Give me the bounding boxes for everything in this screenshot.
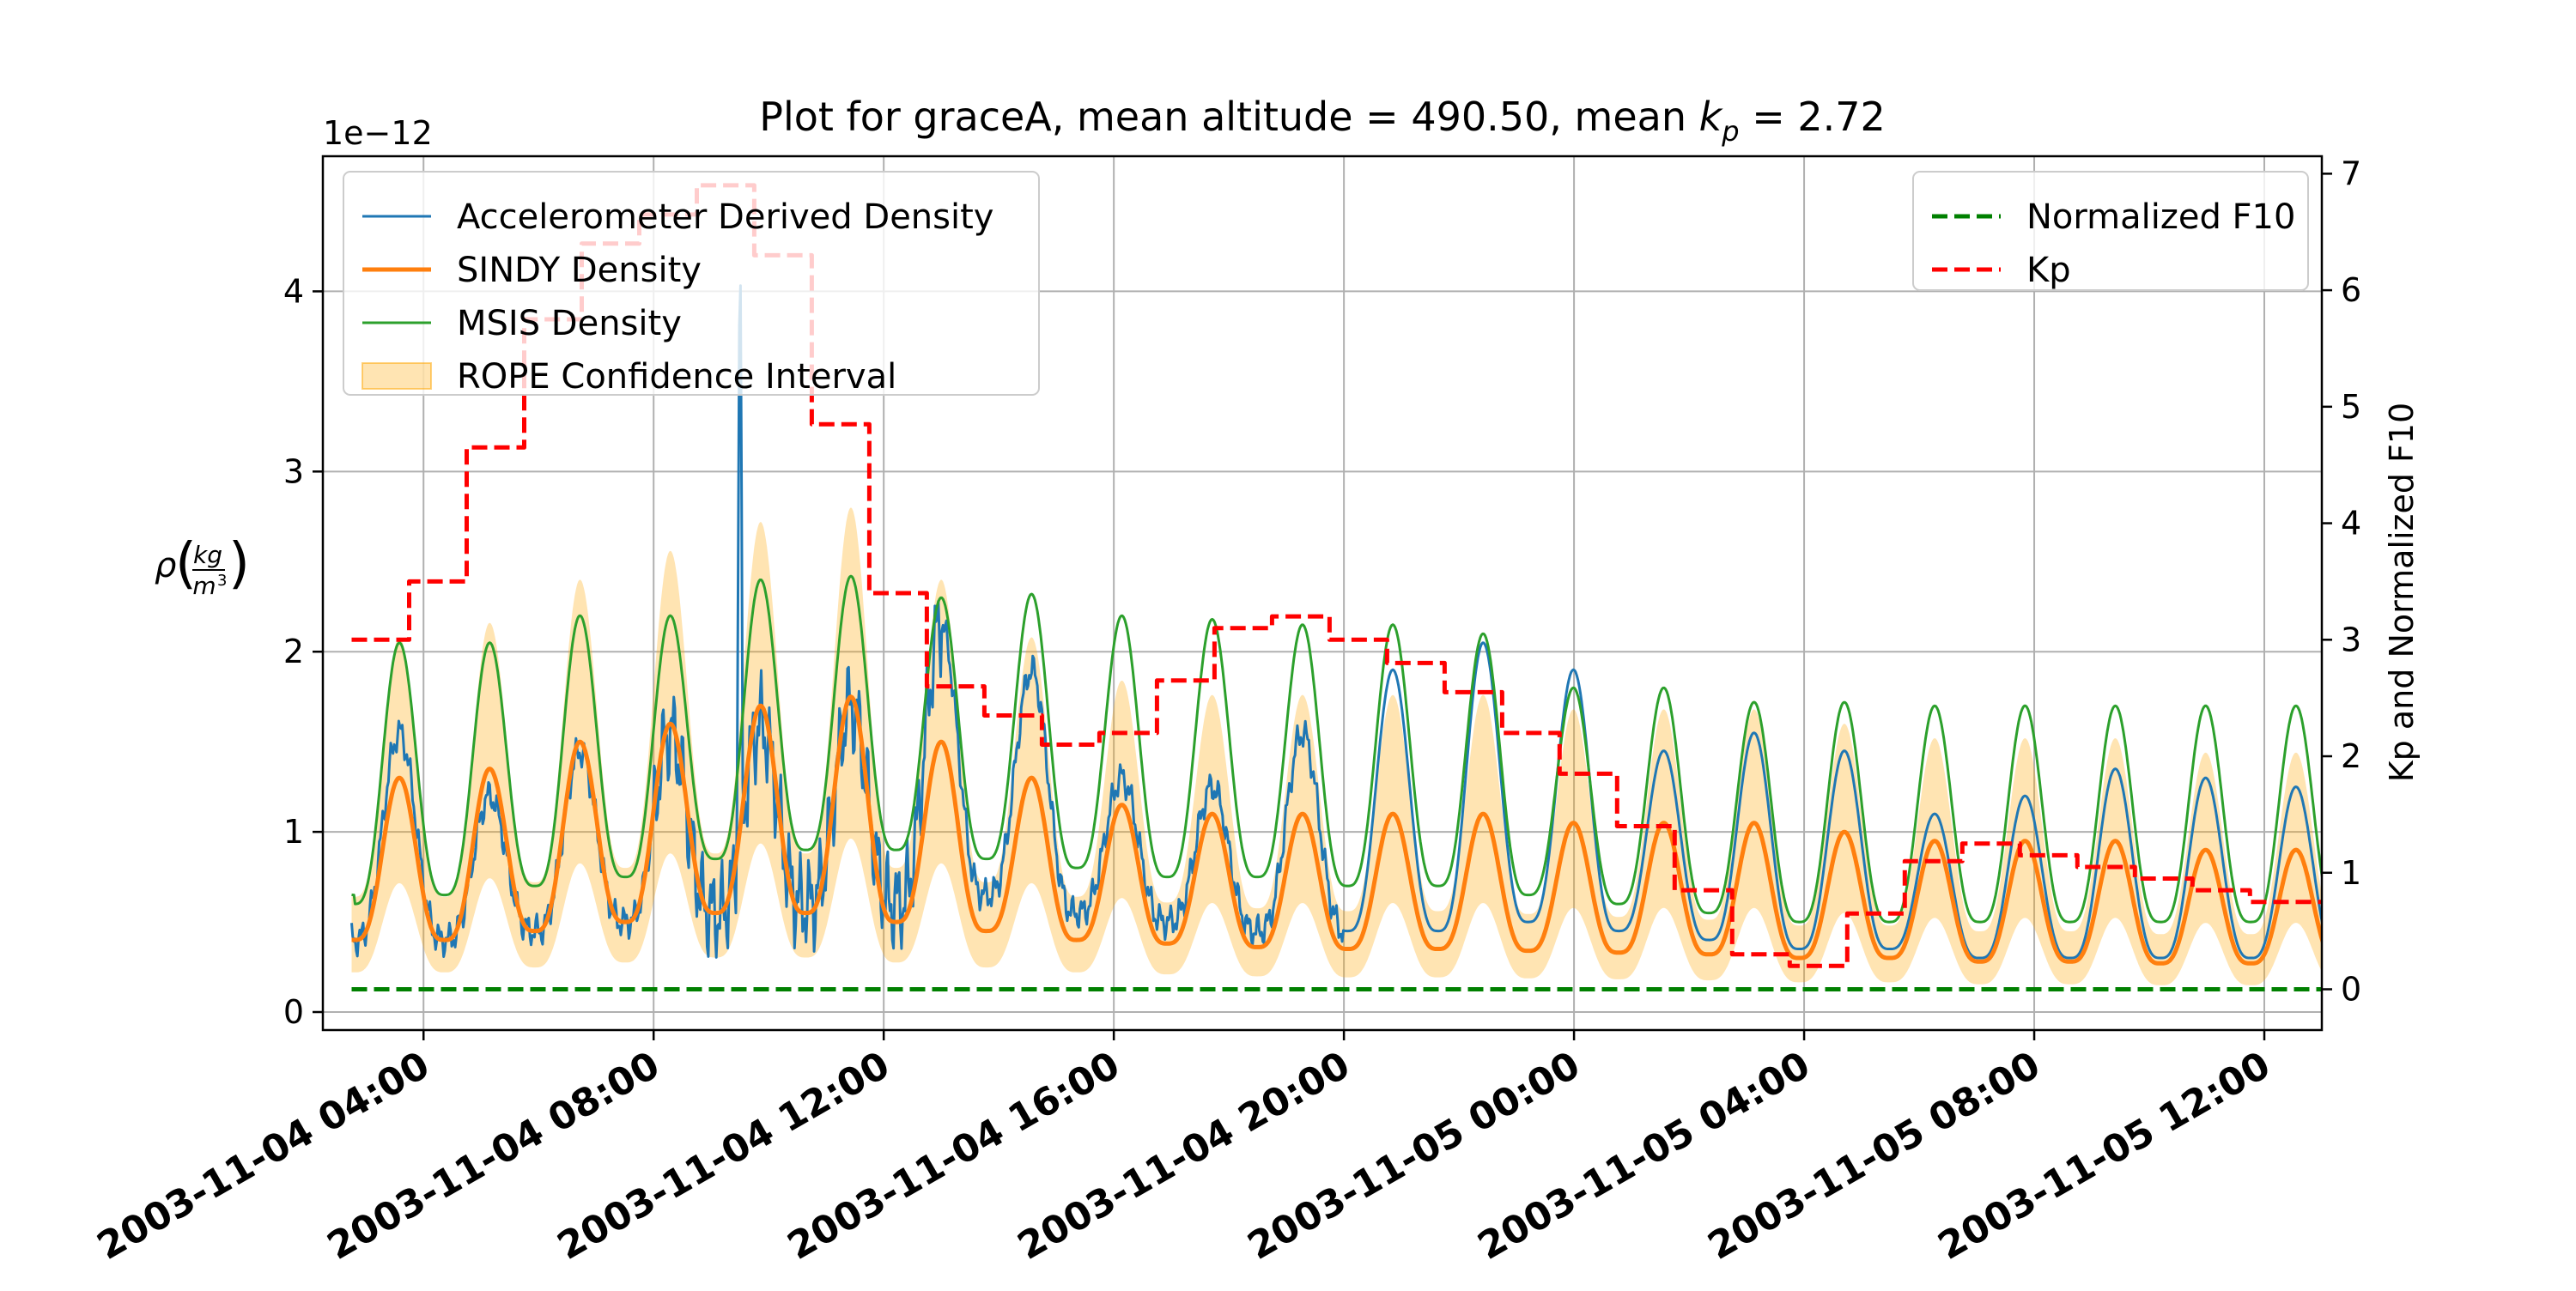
y-label-rho: ρ xyxy=(155,546,176,585)
y-left-tick-label: 2 xyxy=(283,633,304,670)
left-legend-frame xyxy=(343,171,1040,396)
y-label-denominator: m xyxy=(192,572,216,600)
right-legend: Normalized F10 Kp xyxy=(1912,171,2309,291)
legends: Accelerometer Derived Density SINDY Densi… xyxy=(343,171,2309,397)
y-label-numerator: kg xyxy=(193,541,222,569)
right-legend-frame xyxy=(1912,171,2309,291)
y-right-tick-label: 5 xyxy=(2341,388,2361,426)
y-right-tick-label: 6 xyxy=(2341,271,2361,309)
kp-step-line xyxy=(351,183,2322,968)
y-label-paren-open: ( xyxy=(175,532,197,596)
series-layer xyxy=(350,183,2322,991)
left-legend-swatch-3 xyxy=(361,362,432,390)
y-left-tick-label: 3 xyxy=(283,452,304,490)
title-kp-symbol: k xyxy=(1699,94,1724,140)
right-legend-label: Normalized F10 xyxy=(2026,197,2295,237)
left-legend: Accelerometer Derived Density SINDY Densi… xyxy=(343,171,1040,397)
y-left-tick-label: 0 xyxy=(283,993,304,1031)
y-right-axis-label: Kp and Normalized F10 xyxy=(2383,403,2421,782)
left-legend-label: MSIS Density xyxy=(457,304,682,343)
title-suffix: = 2.72 xyxy=(1740,94,1886,140)
left-legend-label: SINDY Density xyxy=(457,251,702,290)
y-left-tick-label: 4 xyxy=(283,272,304,310)
y-right-tick-label: 4 xyxy=(2341,505,2361,542)
right-legend-label: Kp xyxy=(2026,251,2071,290)
y-left-offset-text: 1e−12 xyxy=(323,114,433,152)
y-right-tick-label: 2 xyxy=(2341,737,2361,775)
y-right-tick-label: 3 xyxy=(2341,621,2361,658)
y-right-tick-label: 7 xyxy=(2341,155,2361,192)
title-prefix: Plot for graceA, mean altitude = 490.50,… xyxy=(759,94,1698,140)
chart-title: Plot for graceA, mean altitude = 490.50,… xyxy=(759,94,1886,148)
y-label-denominator-exponent: 3 xyxy=(217,572,227,590)
y-left-tick-label: 1 xyxy=(283,813,304,851)
msis-density-line xyxy=(351,574,2322,924)
title-kp-subscript: p xyxy=(1721,115,1739,148)
y-label-paren-close: ) xyxy=(228,532,250,596)
left-legend-label: ROPE Confidence Interval xyxy=(457,357,896,397)
left-legend-label: Accelerometer Derived Density xyxy=(457,197,993,237)
plot-frame xyxy=(321,155,2324,1032)
sindy-density-line xyxy=(350,694,2322,966)
title-layer: Plot for graceA, mean altitude = 490.50,… xyxy=(759,94,1886,148)
y-left-axis-label: ρ(kg m 3) xyxy=(155,532,250,600)
y-right-tick-label: 1 xyxy=(2341,854,2361,892)
accelerometer-density-line xyxy=(350,284,2322,960)
y-right-tick-label: 0 xyxy=(2341,970,2361,1008)
rope-confidence-band xyxy=(351,507,2322,985)
